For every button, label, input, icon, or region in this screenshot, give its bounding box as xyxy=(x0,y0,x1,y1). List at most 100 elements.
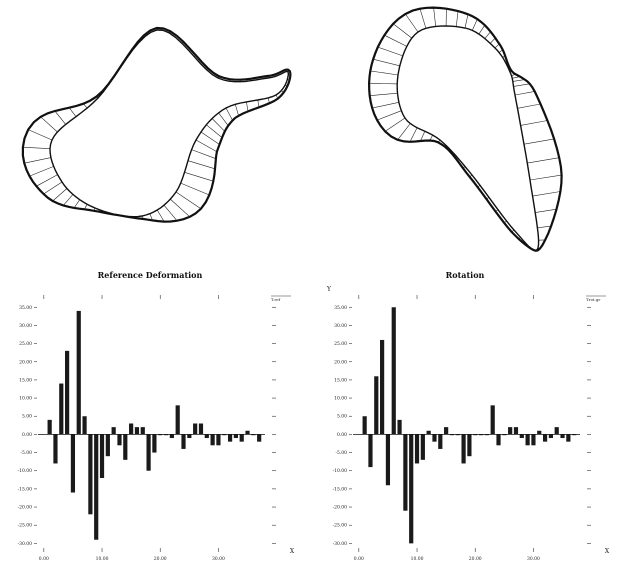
bar xyxy=(187,434,192,439)
bar xyxy=(82,416,87,435)
y-tick-label: 0.00 xyxy=(337,432,347,438)
bar xyxy=(216,434,221,446)
right-shape-hatch-line xyxy=(537,225,552,229)
chart-title: Rotation xyxy=(445,270,485,280)
y-tick-label: -20.00 xyxy=(18,505,33,511)
right-shape-hatch-line xyxy=(384,34,407,47)
bar xyxy=(70,434,76,493)
bar xyxy=(76,310,81,435)
right-shape-hatch-line xyxy=(523,138,555,145)
left-shape-hatch-line xyxy=(187,160,216,170)
bar xyxy=(368,434,373,468)
x-tick-label: 0.00 xyxy=(39,556,49,562)
right-shape-hatch-line xyxy=(532,191,561,197)
bar xyxy=(257,434,262,442)
bar xyxy=(380,339,385,435)
bar xyxy=(490,405,495,435)
bar xyxy=(508,427,513,435)
x-tick-label: 10.00 xyxy=(96,556,109,562)
bar xyxy=(572,434,577,436)
y-tick-label: 35.00 xyxy=(19,305,32,311)
left-shape-hatch-line xyxy=(257,99,260,108)
bar xyxy=(245,430,250,435)
y-tick-label: -20.00 xyxy=(333,505,348,511)
y-tick-label: 25.00 xyxy=(334,341,347,347)
bar xyxy=(251,434,256,436)
right-shape-hatch-line xyxy=(369,82,398,85)
y-tick-label: 30.00 xyxy=(334,323,347,329)
bar xyxy=(542,434,548,442)
left-shape-hatch-line xyxy=(218,112,229,126)
right-shape-hatch-line xyxy=(419,8,427,29)
right-shape-hatch-line xyxy=(529,174,562,181)
bar xyxy=(438,434,443,449)
bar xyxy=(47,419,52,435)
bar xyxy=(140,427,145,435)
bar xyxy=(123,434,128,460)
bar xyxy=(554,427,559,435)
bar xyxy=(362,416,367,435)
x-axis-label: X xyxy=(290,548,295,555)
right-shape-hatch-line xyxy=(514,91,535,96)
left-shape-hatch-line xyxy=(195,139,218,153)
left-shape-hatch-line xyxy=(156,209,165,222)
bar xyxy=(478,434,484,436)
bar xyxy=(409,434,414,544)
bar xyxy=(169,434,174,439)
left-shape-hatch-line xyxy=(246,101,249,112)
bar xyxy=(449,434,455,436)
chart-plot-area: 35.00 30.00 25.00 20.00 15.00 10.00 5.00 0.00 -5… xyxy=(18,295,295,562)
bar xyxy=(420,434,425,460)
right-shape-hatch-line xyxy=(369,92,398,96)
bar xyxy=(233,434,238,439)
legend-tag: Trot.gr xyxy=(586,297,600,302)
right-shape-hatch-line xyxy=(393,23,412,39)
bar xyxy=(105,434,110,457)
right-shape-outer-contour xyxy=(367,6,563,252)
rotation-shape xyxy=(367,6,563,252)
bar xyxy=(117,434,122,446)
left-shape-outer-contour xyxy=(21,26,292,223)
right-shape-hatch-line xyxy=(513,83,530,87)
bar xyxy=(444,427,449,435)
bar xyxy=(519,434,524,439)
legend-tag: T.ref xyxy=(271,297,281,302)
bar xyxy=(204,434,209,439)
bar xyxy=(467,434,472,457)
left-shape-hatch-line xyxy=(63,194,74,206)
left-shape-hatch-line xyxy=(29,166,54,177)
y-tick-label: 0.00 xyxy=(22,432,32,438)
y-tick-label: 5.00 xyxy=(22,414,32,420)
y-tick-label: 25.00 xyxy=(19,341,32,347)
y-tick-label: -30.00 xyxy=(333,541,348,547)
bar xyxy=(432,434,437,442)
left-shape-hatch-line xyxy=(24,157,51,164)
left-shape-hatch-line xyxy=(43,181,63,195)
rotation-chart: Rotation 35.00 30.00 25.00 20.00 15.00 10.00 5… xyxy=(315,265,615,566)
bar xyxy=(537,430,542,435)
right-shape-hatch-line xyxy=(420,131,426,142)
y-tick-label: 20.00 xyxy=(19,359,32,365)
x-tick-label: 20.00 xyxy=(469,556,482,562)
x-axis-label: X xyxy=(605,548,610,555)
bar xyxy=(525,434,530,446)
bar xyxy=(461,434,466,464)
bar xyxy=(65,350,70,435)
right-shape-inner-contour xyxy=(396,25,540,252)
left-shape-hatch-line xyxy=(163,205,178,221)
x-tick-label: 10.00 xyxy=(411,556,424,562)
left-shape-hatch-line xyxy=(200,131,220,145)
y-axis-label: Y xyxy=(326,286,332,293)
bar xyxy=(88,434,93,515)
y-tick-label: 30.00 xyxy=(19,323,32,329)
right-shape-hatch-line xyxy=(373,58,400,67)
right-shape-hatch-line xyxy=(464,14,469,29)
right-shape-hatch-line xyxy=(472,18,478,31)
y-tick-label: 20.00 xyxy=(334,359,347,365)
right-shape-hatch-line xyxy=(527,157,560,164)
left-shape-hatch-line xyxy=(175,191,202,210)
right-shape-hatch-line xyxy=(478,25,486,35)
bar xyxy=(152,434,157,453)
left-shape-hatch-line xyxy=(225,107,233,121)
y-tick-label: 10.00 xyxy=(19,396,32,402)
